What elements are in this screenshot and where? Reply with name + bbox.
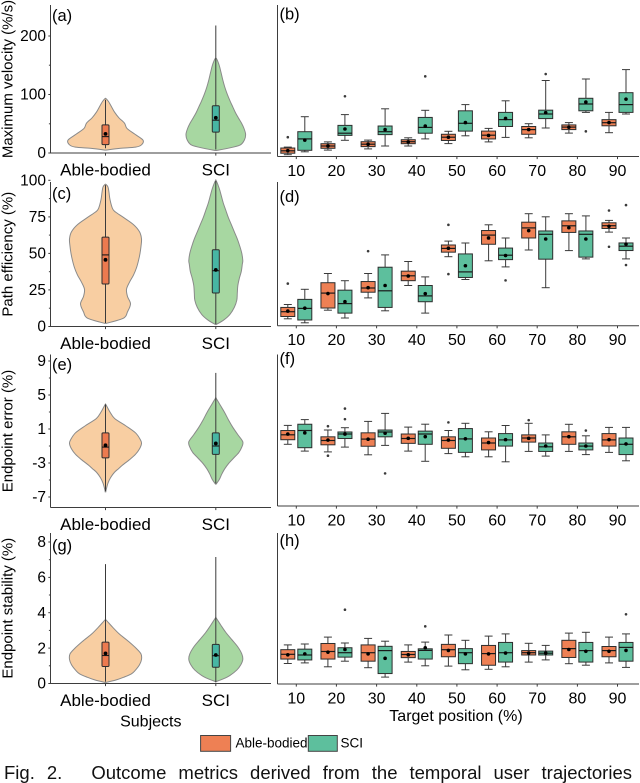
svg-text:20: 20 — [328, 332, 346, 349]
svg-text:70: 70 — [528, 691, 546, 708]
svg-text:(e): (e) — [52, 356, 72, 374]
svg-text:0: 0 — [37, 676, 46, 693]
svg-text:4: 4 — [37, 605, 46, 622]
svg-text:70: 70 — [528, 332, 546, 349]
svg-text:Able-bodied: Able-bodied — [236, 736, 308, 751]
svg-text:20: 20 — [328, 163, 346, 180]
svg-text:90: 90 — [609, 691, 627, 708]
svg-text:90: 90 — [609, 332, 627, 349]
svg-text:25: 25 — [29, 282, 46, 299]
svg-text:(b): (b) — [280, 6, 300, 24]
svg-text:10: 10 — [287, 332, 305, 349]
svg-text:Target position (%): Target position (%) — [389, 708, 522, 725]
svg-text:80: 80 — [569, 513, 587, 530]
svg-text:40: 40 — [408, 513, 426, 530]
svg-text:SCI: SCI — [202, 691, 230, 710]
svg-text:SCI: SCI — [202, 334, 230, 353]
svg-text:10: 10 — [287, 691, 305, 708]
svg-text:Subjects: Subjects — [120, 714, 181, 731]
svg-text:0: 0 — [37, 145, 46, 162]
svg-text:(d): (d) — [280, 188, 300, 206]
svg-text:(g): (g) — [52, 537, 72, 555]
svg-text:20: 20 — [328, 691, 346, 708]
svg-text:Able-bodied: Able-bodied — [60, 515, 151, 534]
svg-text:60: 60 — [488, 691, 506, 708]
svg-text:30: 30 — [368, 691, 386, 708]
svg-text:80: 80 — [569, 332, 587, 349]
svg-text:80: 80 — [569, 691, 587, 708]
svg-text:SCI: SCI — [341, 736, 364, 751]
svg-text:10: 10 — [287, 513, 305, 530]
svg-text:60: 60 — [488, 513, 506, 530]
svg-text:Able-bodied: Able-bodied — [60, 334, 151, 353]
svg-text:20: 20 — [328, 513, 346, 530]
svg-text:100: 100 — [20, 87, 46, 104]
svg-text:30: 30 — [368, 513, 386, 530]
svg-text:SCI: SCI — [202, 161, 230, 180]
svg-text:50: 50 — [448, 513, 466, 530]
svg-text:90: 90 — [609, 513, 627, 530]
svg-text:100: 100 — [20, 173, 46, 190]
svg-text:2: 2 — [37, 640, 46, 657]
svg-text:200: 200 — [20, 28, 46, 45]
svg-text:10: 10 — [287, 163, 305, 180]
svg-text:(f): (f) — [280, 350, 296, 368]
svg-text:Path efficiency (%): Path efficiency (%) — [0, 192, 17, 317]
svg-text:SCI: SCI — [202, 515, 230, 534]
svg-text:8: 8 — [37, 534, 46, 551]
svg-text:60: 60 — [488, 163, 506, 180]
svg-text:75: 75 — [29, 209, 46, 226]
svg-text:Endpoint stability (%): Endpoint stability (%) — [0, 538, 17, 679]
svg-text:40: 40 — [408, 163, 426, 180]
svg-text:(h): (h) — [280, 532, 300, 550]
svg-text:Endpoint error (%): Endpoint error (%) — [0, 370, 17, 493]
svg-text:70: 70 — [528, 163, 546, 180]
svg-text:50: 50 — [448, 332, 466, 349]
svg-text:30: 30 — [368, 332, 386, 349]
svg-text:1: 1 — [37, 421, 46, 438]
svg-text:9: 9 — [37, 353, 46, 370]
svg-text:Able-bodied: Able-bodied — [60, 691, 151, 710]
svg-text:50: 50 — [448, 163, 466, 180]
svg-text:50: 50 — [448, 691, 466, 708]
svg-text:30: 30 — [368, 163, 386, 180]
svg-text:80: 80 — [569, 163, 587, 180]
svg-text:6: 6 — [37, 570, 46, 587]
svg-text:60: 60 — [488, 332, 506, 349]
svg-text:(a): (a) — [52, 7, 72, 25]
svg-text:-3: -3 — [32, 455, 46, 472]
svg-text:0: 0 — [37, 319, 46, 336]
svg-text:90: 90 — [609, 163, 627, 180]
svg-text:Able-bodied: Able-bodied — [60, 161, 151, 180]
svg-text:5: 5 — [37, 387, 46, 404]
svg-text:Maximum velocity (%/s): Maximum velocity (%/s) — [0, 0, 17, 158]
svg-text:50: 50 — [29, 246, 47, 263]
svg-text:(c): (c) — [52, 185, 71, 203]
svg-text:40: 40 — [408, 332, 426, 349]
svg-text:-7: -7 — [32, 489, 46, 506]
svg-text:70: 70 — [528, 513, 546, 530]
svg-text:40: 40 — [408, 691, 426, 708]
